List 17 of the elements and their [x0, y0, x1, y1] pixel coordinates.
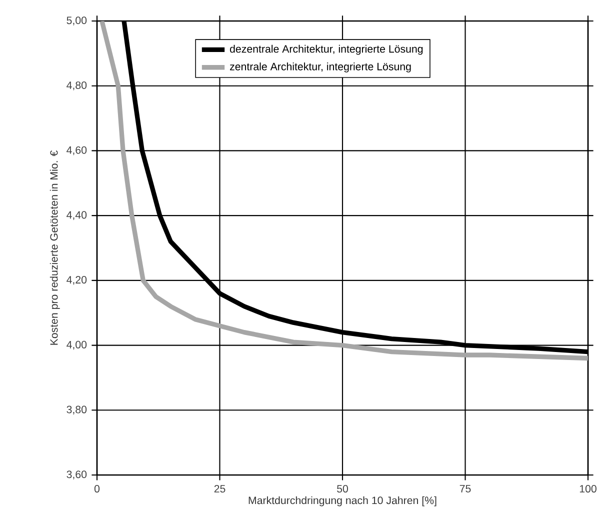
- legend-label: zentrale Architektur, integrierte Lösung: [230, 62, 411, 72]
- y-tick-label: 5,00: [66, 16, 87, 26]
- y-tick-label: 4,00: [66, 340, 87, 350]
- y-tick-label: 4,20: [66, 276, 87, 285]
- x-axis-title: Marktdurchdringung nach 10 Jahren [%]: [248, 496, 436, 506]
- x-tick-label: 0: [94, 485, 100, 493]
- y-axis-title: Kosten pro reduzierte Getöteten in Mio. €: [50, 150, 60, 345]
- x-tick-label: 50: [337, 485, 348, 493]
- y-tick-label: 3,80: [66, 406, 87, 415]
- y-tick-label: 4,60: [66, 146, 87, 156]
- legend-label: dezentrale Architektur, integrierte Lösung: [230, 44, 423, 55]
- x-tick-label: 75: [460, 485, 471, 492]
- x-tick-label: 100: [580, 485, 596, 493]
- y-tick-label: 3,60: [66, 470, 87, 480]
- y-tick-label: 4,40: [66, 211, 87, 220]
- y-tick-label: 4,80: [66, 81, 87, 90]
- x-tick-label: 25: [214, 485, 226, 493]
